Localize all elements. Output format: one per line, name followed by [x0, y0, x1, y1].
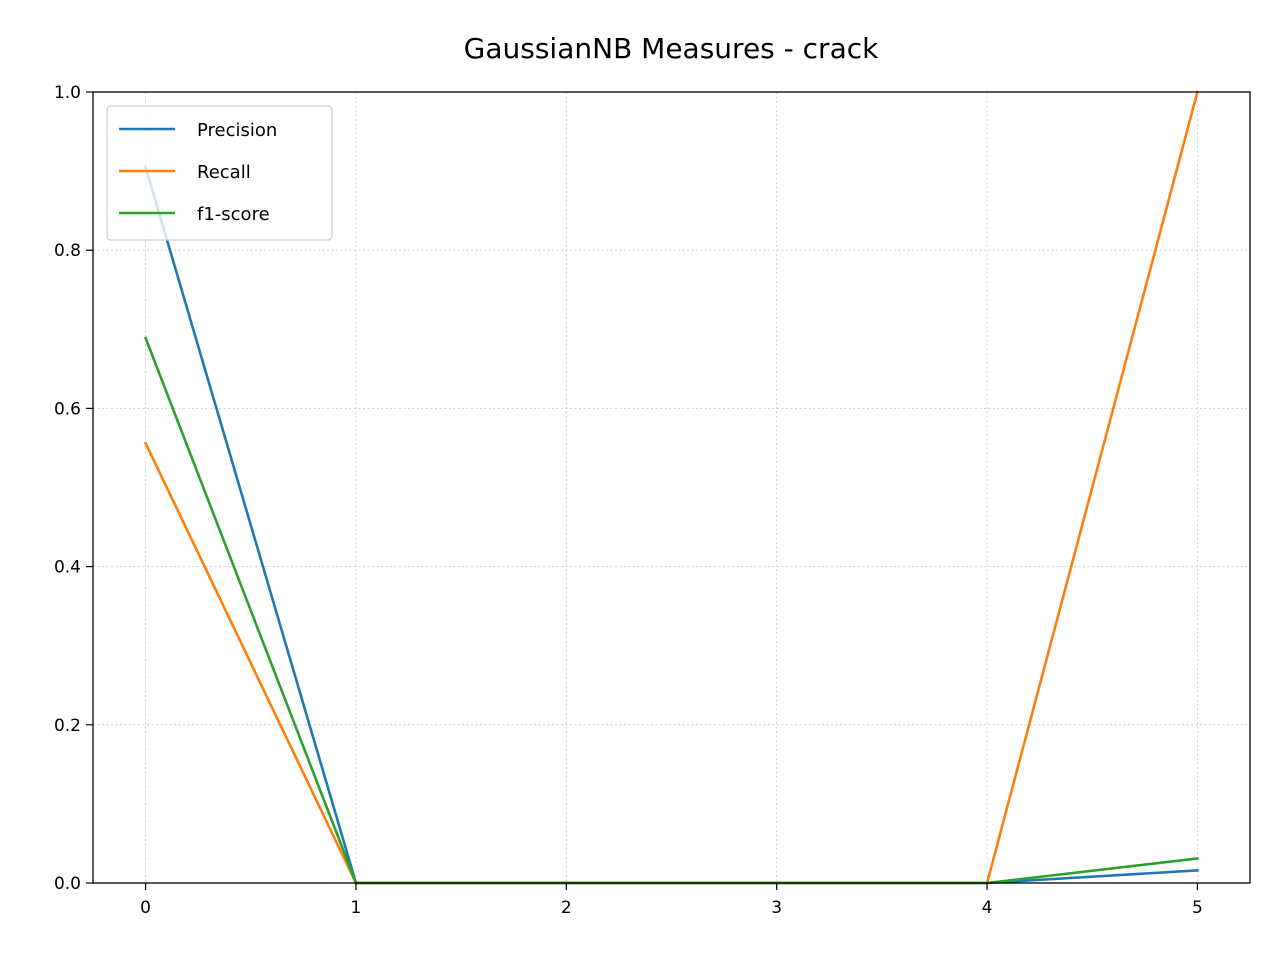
y-tick-label: 0.2 [54, 716, 81, 736]
x-tick-label: 1 [351, 898, 362, 918]
series-line-f1-score [143, 336, 1199, 885]
x-tick-label: 5 [1192, 898, 1203, 918]
legend: Precision Recall f1-score [106, 105, 333, 241]
y-tick-label: 0.6 [54, 399, 81, 419]
y-tick-label: 0.0 [54, 874, 81, 894]
y-tick-label: 0.4 [54, 558, 81, 578]
plot-frame [92, 91, 1251, 884]
legend-label: Precision [197, 120, 277, 141]
legend-label: Recall [197, 162, 251, 183]
x-tick-label: 3 [771, 898, 782, 918]
legend-box [106, 105, 333, 241]
x-tick-label: 4 [982, 898, 993, 918]
x-tick-label: 0 [140, 898, 151, 918]
x-tick-label: 2 [561, 898, 572, 918]
chart-title: GaussianNB Measures - crack [464, 32, 879, 65]
legend-label: f1-score [197, 204, 270, 225]
y-tick-label: 0.8 [54, 241, 81, 261]
axes: 0 1 2 3 4 5 0.0 0.2 0.4 0.6 0.8 1.0 [54, 83, 1203, 918]
y-tick-label: 1.0 [54, 83, 81, 103]
